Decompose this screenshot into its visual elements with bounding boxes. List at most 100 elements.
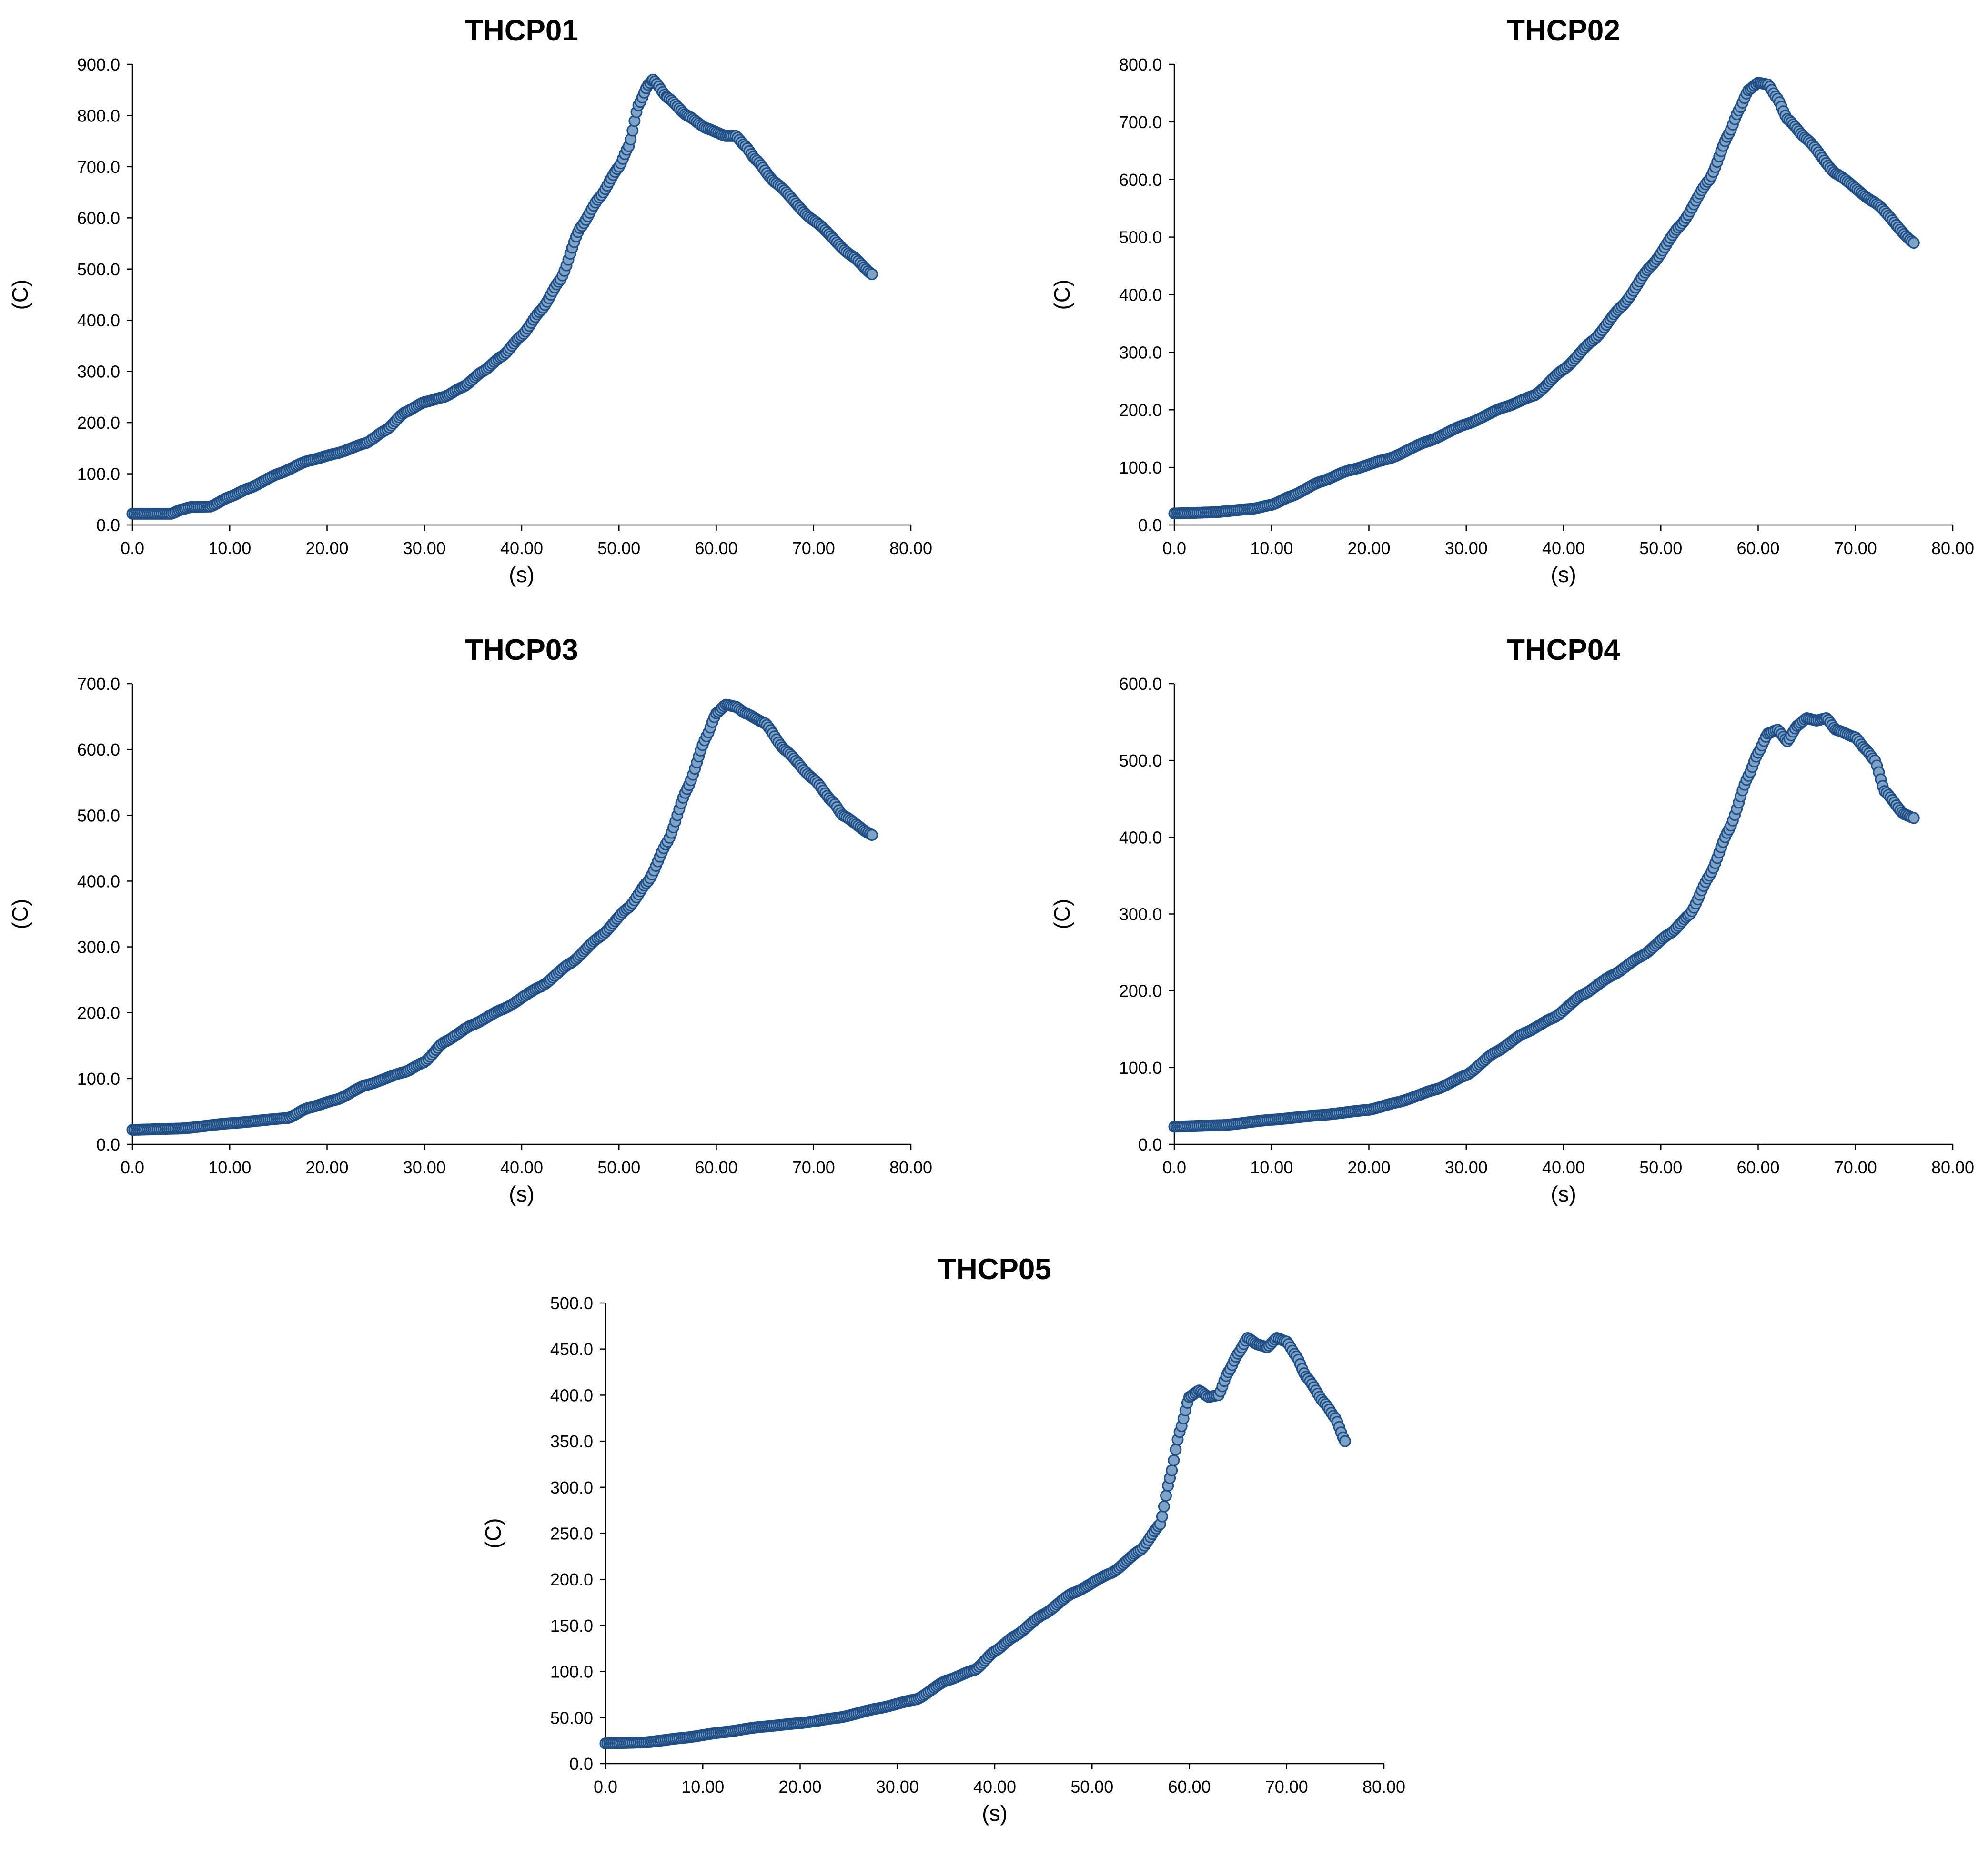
y-tick-label: 350.0 (550, 1432, 593, 1451)
y-axis-label: (C) (1050, 899, 1074, 929)
x-axis-label: (s) (1551, 562, 1576, 587)
x-axis-label: (s) (1551, 1181, 1576, 1206)
y-tick-label: 0.0 (1138, 1135, 1162, 1154)
y-tick-label: 500.0 (1119, 228, 1162, 247)
x-tick-label: 20.00 (305, 538, 348, 558)
y-tick-label: 700.0 (77, 157, 120, 177)
y-tick-label: 500.0 (77, 806, 120, 825)
series-THCP03 (126, 698, 878, 1136)
x-tick-label: 50.00 (1070, 1777, 1113, 1797)
x-tick-label: 30.00 (1445, 1158, 1488, 1177)
y-tick-label: 500.0 (77, 260, 120, 279)
x-tick-label: 20.00 (305, 1158, 348, 1177)
series-THCP04 (1168, 712, 1920, 1133)
chart-thcp04: THCP04 0.0 10.00 20.00 30.00 40.00 50.00 60.00 7… (1050, 634, 1974, 1206)
x-tick-label: 0.0 (594, 1777, 617, 1797)
y-tick-label: 800.0 (77, 106, 120, 125)
data-point (1166, 1464, 1178, 1476)
x-tick-label: 20.00 (778, 1777, 821, 1797)
data-point (1158, 1500, 1170, 1513)
y-tick-label: 250.0 (550, 1524, 593, 1544)
y-axis-label: (C) (8, 899, 32, 929)
x-tick-label: 40.00 (973, 1777, 1016, 1797)
y-axis-label: (C) (8, 280, 32, 310)
chart-thcp05: THCP05 0.0 10.00 20.00 30.00 40.00 50.00 60.00 7… (481, 1253, 1405, 1826)
data-point (1156, 1510, 1168, 1523)
data-point (866, 829, 878, 841)
chart-thcp01: THCP01 0.0 10.00 20.00 30.00 40.00 50.00 60.00 7… (8, 14, 932, 587)
data-point (1170, 1444, 1182, 1456)
y-tick-label: 100.0 (1119, 458, 1162, 477)
y-tick-label: 300.0 (1119, 343, 1162, 362)
y-tick-label: 200.0 (1119, 981, 1162, 1001)
x-tick-label: 30.00 (876, 1777, 919, 1797)
x-tick-label: 70.00 (792, 538, 835, 558)
y-tick-label: 100.0 (77, 1069, 120, 1089)
series-THCP05 (599, 1332, 1351, 1749)
y-tick-label: 600.0 (1119, 170, 1162, 190)
x-axis-label: (s) (509, 562, 535, 587)
y-tick-label: 300.0 (1119, 905, 1162, 924)
y-tick-label: 900.0 (77, 55, 120, 74)
x-tick-label: 80.00 (1362, 1777, 1405, 1797)
chart-title: THCP04 (1507, 634, 1620, 666)
y-tick-label: 800.0 (1119, 55, 1162, 74)
x-tick-label: 80.00 (1931, 1158, 1974, 1177)
y-tick-label: 100.0 (1119, 1058, 1162, 1078)
chart-thcp02: THCP02 0.0 10.00 20.00 30.00 40.00 50.00 60.00 7… (1050, 14, 1974, 587)
x-tick-label: 80.00 (889, 1158, 932, 1177)
x-tick-label: 50.00 (597, 538, 640, 558)
x-axis-label: (s) (509, 1181, 535, 1206)
x-tick-label: 40.00 (500, 538, 543, 558)
y-tick-label: 300.0 (550, 1478, 593, 1497)
y-tick-label: 600.0 (1119, 674, 1162, 694)
x-tick-label: 20.00 (1347, 1158, 1390, 1177)
series-THCP01 (126, 73, 878, 520)
y-axis-label: (C) (1050, 280, 1074, 310)
chart-title: THCP05 (938, 1253, 1051, 1286)
y-tick-label: 300.0 (77, 362, 120, 382)
data-point (1907, 237, 1920, 249)
x-tick-label: 30.00 (403, 1158, 446, 1177)
y-tick-label: 600.0 (77, 208, 120, 228)
y-tick-label: 50.00 (550, 1708, 593, 1727)
x-tick-label: 40.00 (1542, 1158, 1585, 1177)
x-tick-label: 60.00 (695, 538, 737, 558)
y-tick-label: 0.0 (96, 515, 120, 535)
series-THCP02 (1168, 77, 1920, 520)
y-tick-label: 200.0 (77, 1003, 120, 1023)
x-tick-label: 40.00 (1542, 538, 1585, 558)
x-tick-label: 40.00 (500, 1158, 543, 1177)
x-tick-label: 0.0 (121, 1158, 144, 1177)
y-tick-label: 200.0 (1119, 400, 1162, 420)
x-tick-label: 60.00 (1736, 1158, 1779, 1177)
x-tick-label: 70.00 (1265, 1777, 1308, 1797)
x-tick-label: 20.00 (1347, 538, 1390, 558)
x-tick-label: 10.00 (208, 538, 251, 558)
x-tick-label: 0.0 (1162, 538, 1186, 558)
data-point (866, 268, 878, 280)
x-tick-label: 10.00 (1250, 1158, 1293, 1177)
data-point (1907, 812, 1920, 824)
y-tick-label: 200.0 (77, 413, 120, 433)
y-tick-label: 500.0 (550, 1293, 593, 1313)
chart-title: THCP01 (465, 14, 578, 47)
y-tick-label: 200.0 (550, 1570, 593, 1589)
y-tick-label: 100.0 (77, 464, 120, 484)
chart-thcp03: THCP03 0.0 10.00 20.00 30.00 40.00 50.00 60.00 7… (8, 634, 932, 1206)
chart-title: THCP02 (1507, 14, 1620, 47)
y-tick-label: 0.0 (96, 1135, 120, 1154)
y-tick-label: 600.0 (77, 740, 120, 759)
y-tick-label: 0.0 (569, 1754, 593, 1774)
x-tick-label: 70.00 (792, 1158, 835, 1177)
x-tick-label: 30.00 (403, 538, 446, 558)
x-tick-label: 70.00 (1834, 1158, 1877, 1177)
x-tick-label: 60.00 (695, 1158, 737, 1177)
x-tick-label: 10.00 (681, 1777, 724, 1797)
x-tick-label: 10.00 (1250, 538, 1293, 558)
y-tick-label: 400.0 (77, 311, 120, 330)
x-tick-label: 30.00 (1445, 538, 1488, 558)
x-tick-label: 0.0 (121, 538, 144, 558)
y-axis-label: (C) (481, 1518, 505, 1549)
data-point (626, 124, 639, 137)
